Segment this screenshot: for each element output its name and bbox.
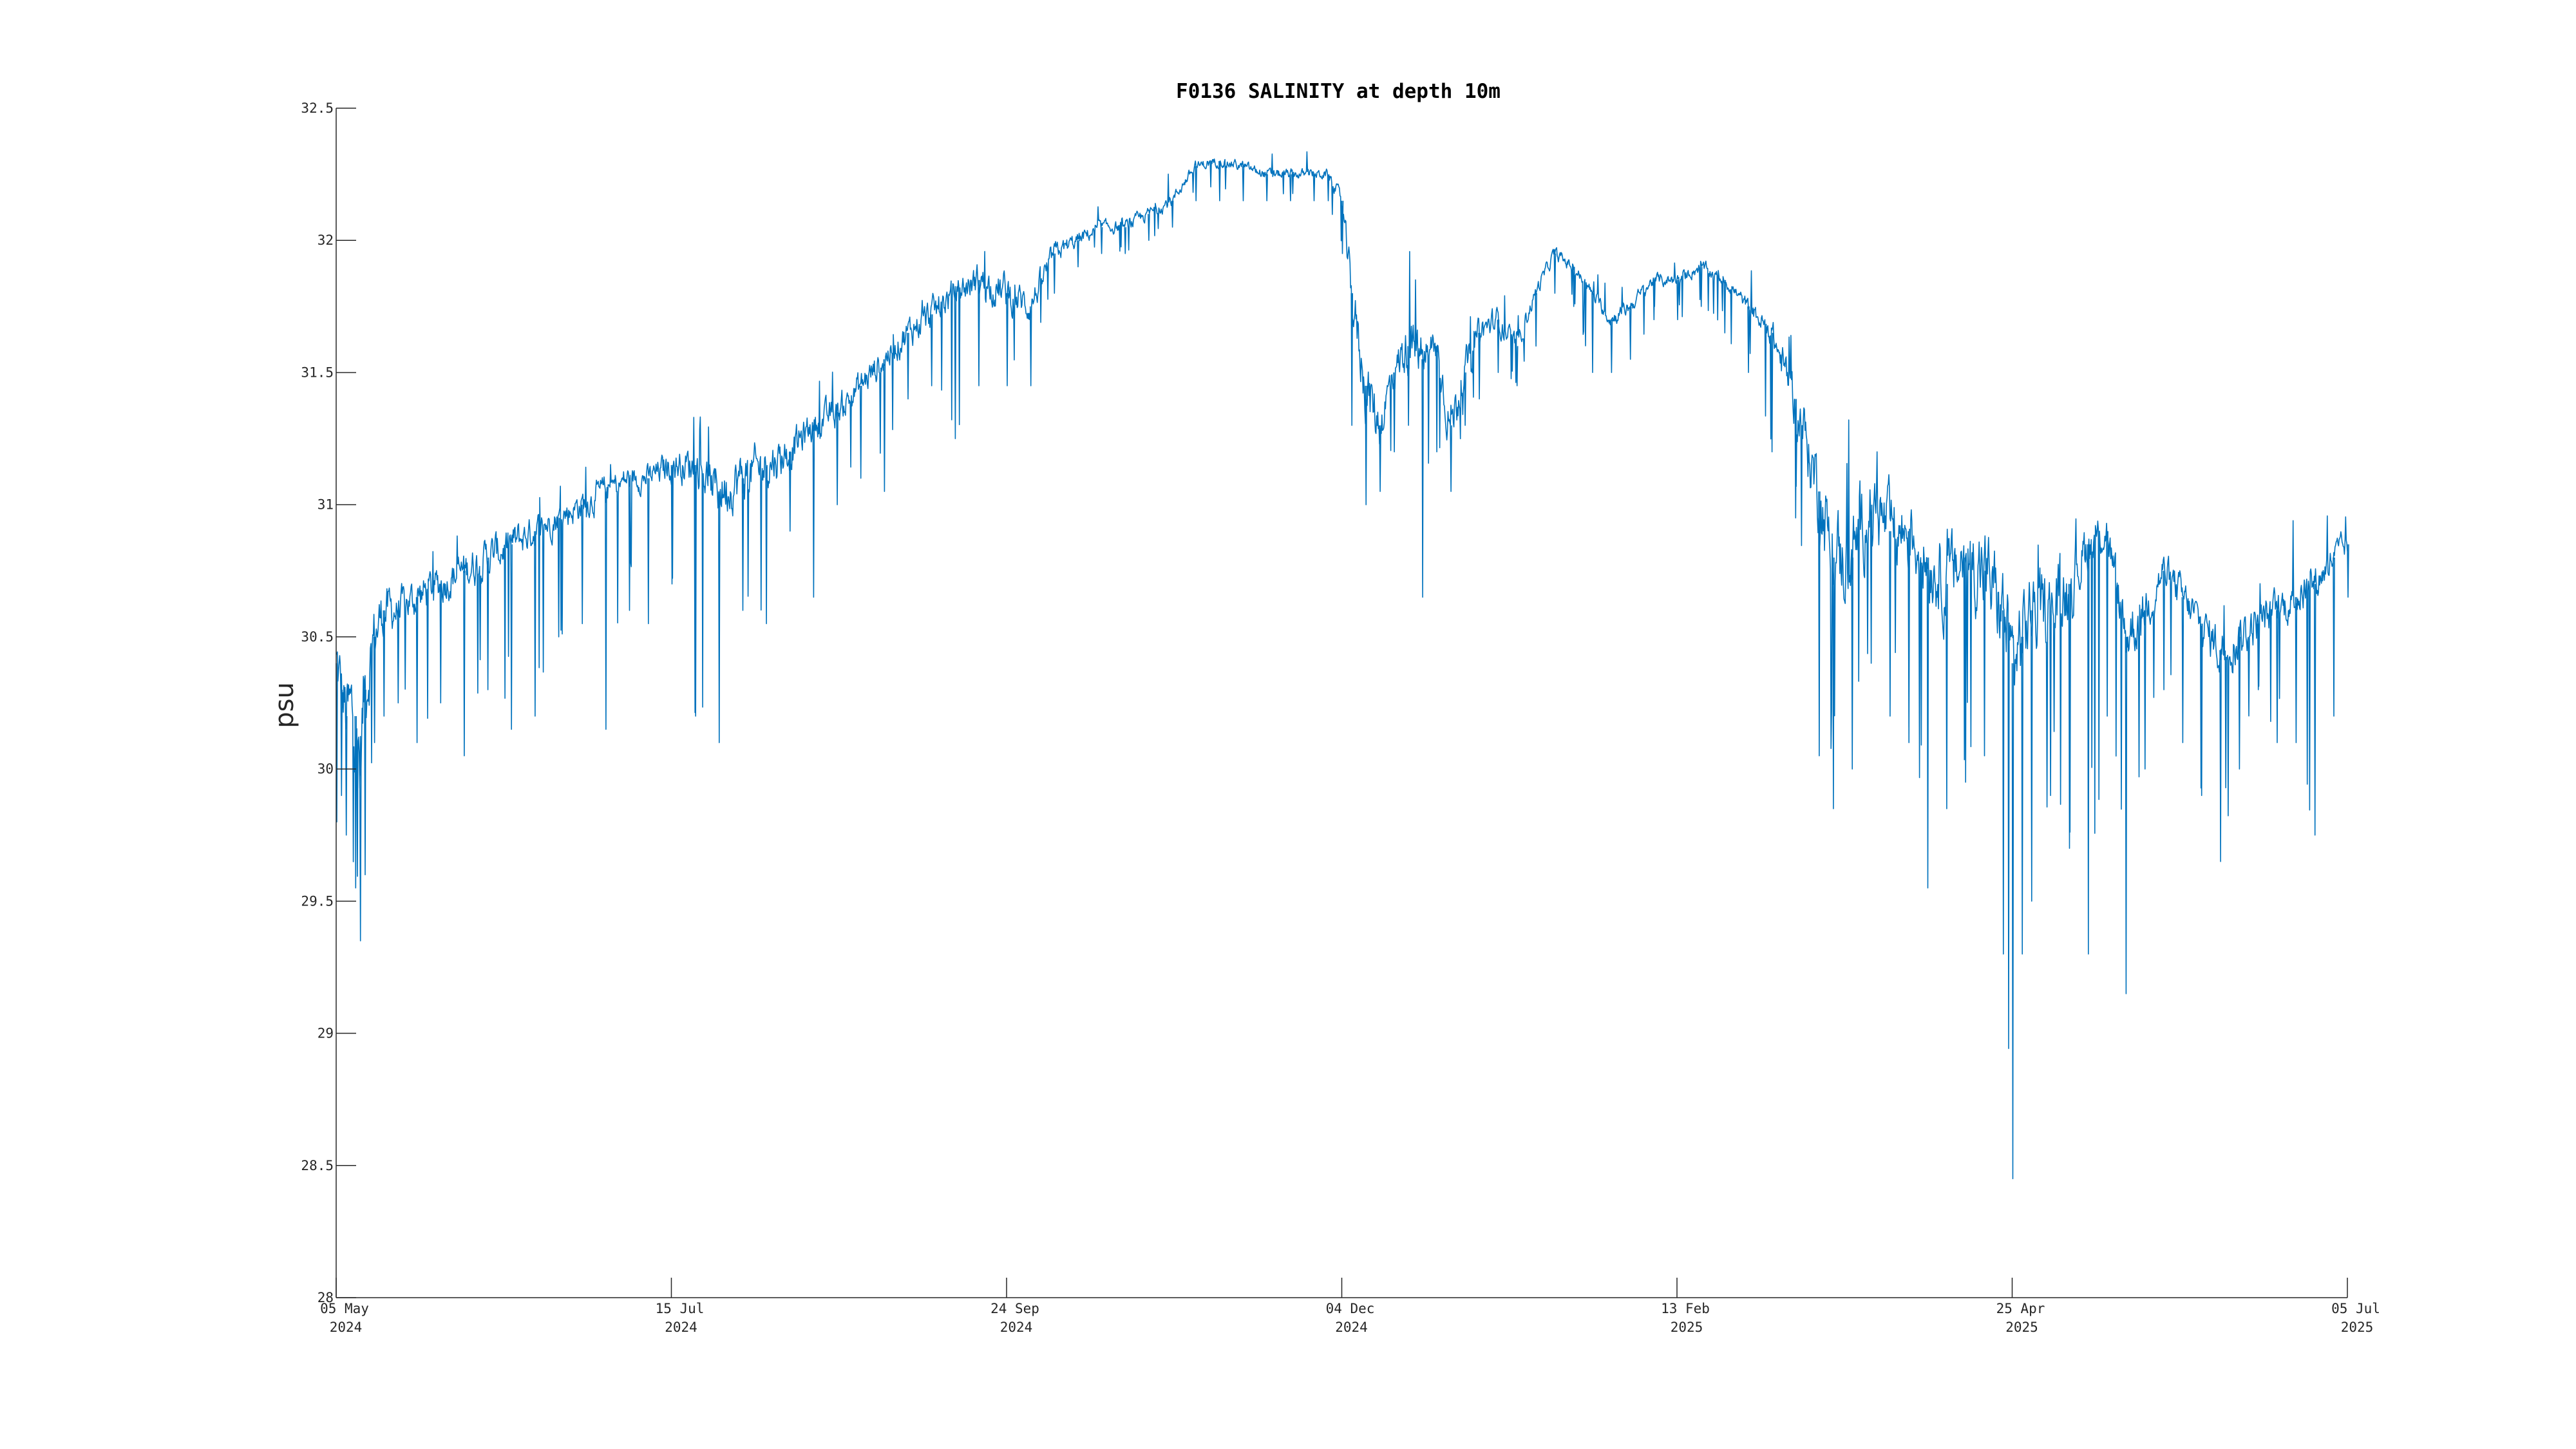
x-tick-year: 2025 bbox=[2341, 1320, 2374, 1335]
y-axis-label: psu bbox=[270, 682, 299, 728]
x-tick-label: 13 Feb bbox=[1661, 1301, 1710, 1316]
x-tick-year: 2024 bbox=[665, 1320, 697, 1335]
x-axis-ticks: 05 May 2024 15 Jul 2024 24 Sep 2024 04 Dec 2024… bbox=[320, 1278, 2380, 1335]
y-tick-label: 30 bbox=[317, 761, 334, 777]
x-tick-label: 05 May bbox=[320, 1301, 369, 1316]
x-tick-label: 24 Sep bbox=[990, 1301, 1039, 1316]
x-tick-year: 2025 bbox=[2005, 1320, 2038, 1335]
x-tick-label: 05 Jul bbox=[2331, 1301, 2380, 1316]
y-tick-label: 29 bbox=[317, 1026, 334, 1041]
y-tick-label: 30.5 bbox=[301, 629, 334, 645]
y-tick-label: 31 bbox=[317, 497, 334, 513]
x-tick-year: 2025 bbox=[1671, 1320, 1703, 1335]
x-tick-label: 15 Jul bbox=[656, 1301, 705, 1316]
y-tick-label: 29.5 bbox=[301, 893, 334, 909]
x-tick-label: 04 Dec bbox=[1326, 1301, 1375, 1316]
axes bbox=[336, 108, 2347, 1298]
y-axis-ticks: 28 28.5 29 29.5 30 30.5 31 31.5 32 32.5 bbox=[301, 100, 356, 1305]
x-tick-year: 2024 bbox=[330, 1320, 363, 1335]
x-tick-year: 2024 bbox=[1335, 1320, 1368, 1335]
y-tick-label: 32.5 bbox=[301, 100, 334, 116]
x-tick-year: 2024 bbox=[1000, 1320, 1033, 1335]
y-tick-label: 32 bbox=[317, 232, 334, 248]
chart-title: F0136 SALINITY at depth 10m bbox=[1176, 80, 1501, 103]
y-tick-label: 28 bbox=[317, 1290, 334, 1305]
data-series bbox=[336, 151, 2349, 1180]
y-tick-label: 28.5 bbox=[301, 1158, 334, 1173]
salinity-line bbox=[336, 151, 2349, 1180]
x-tick-label: 25 Apr bbox=[1996, 1301, 2045, 1316]
y-tick-label: 31.5 bbox=[301, 365, 334, 380]
